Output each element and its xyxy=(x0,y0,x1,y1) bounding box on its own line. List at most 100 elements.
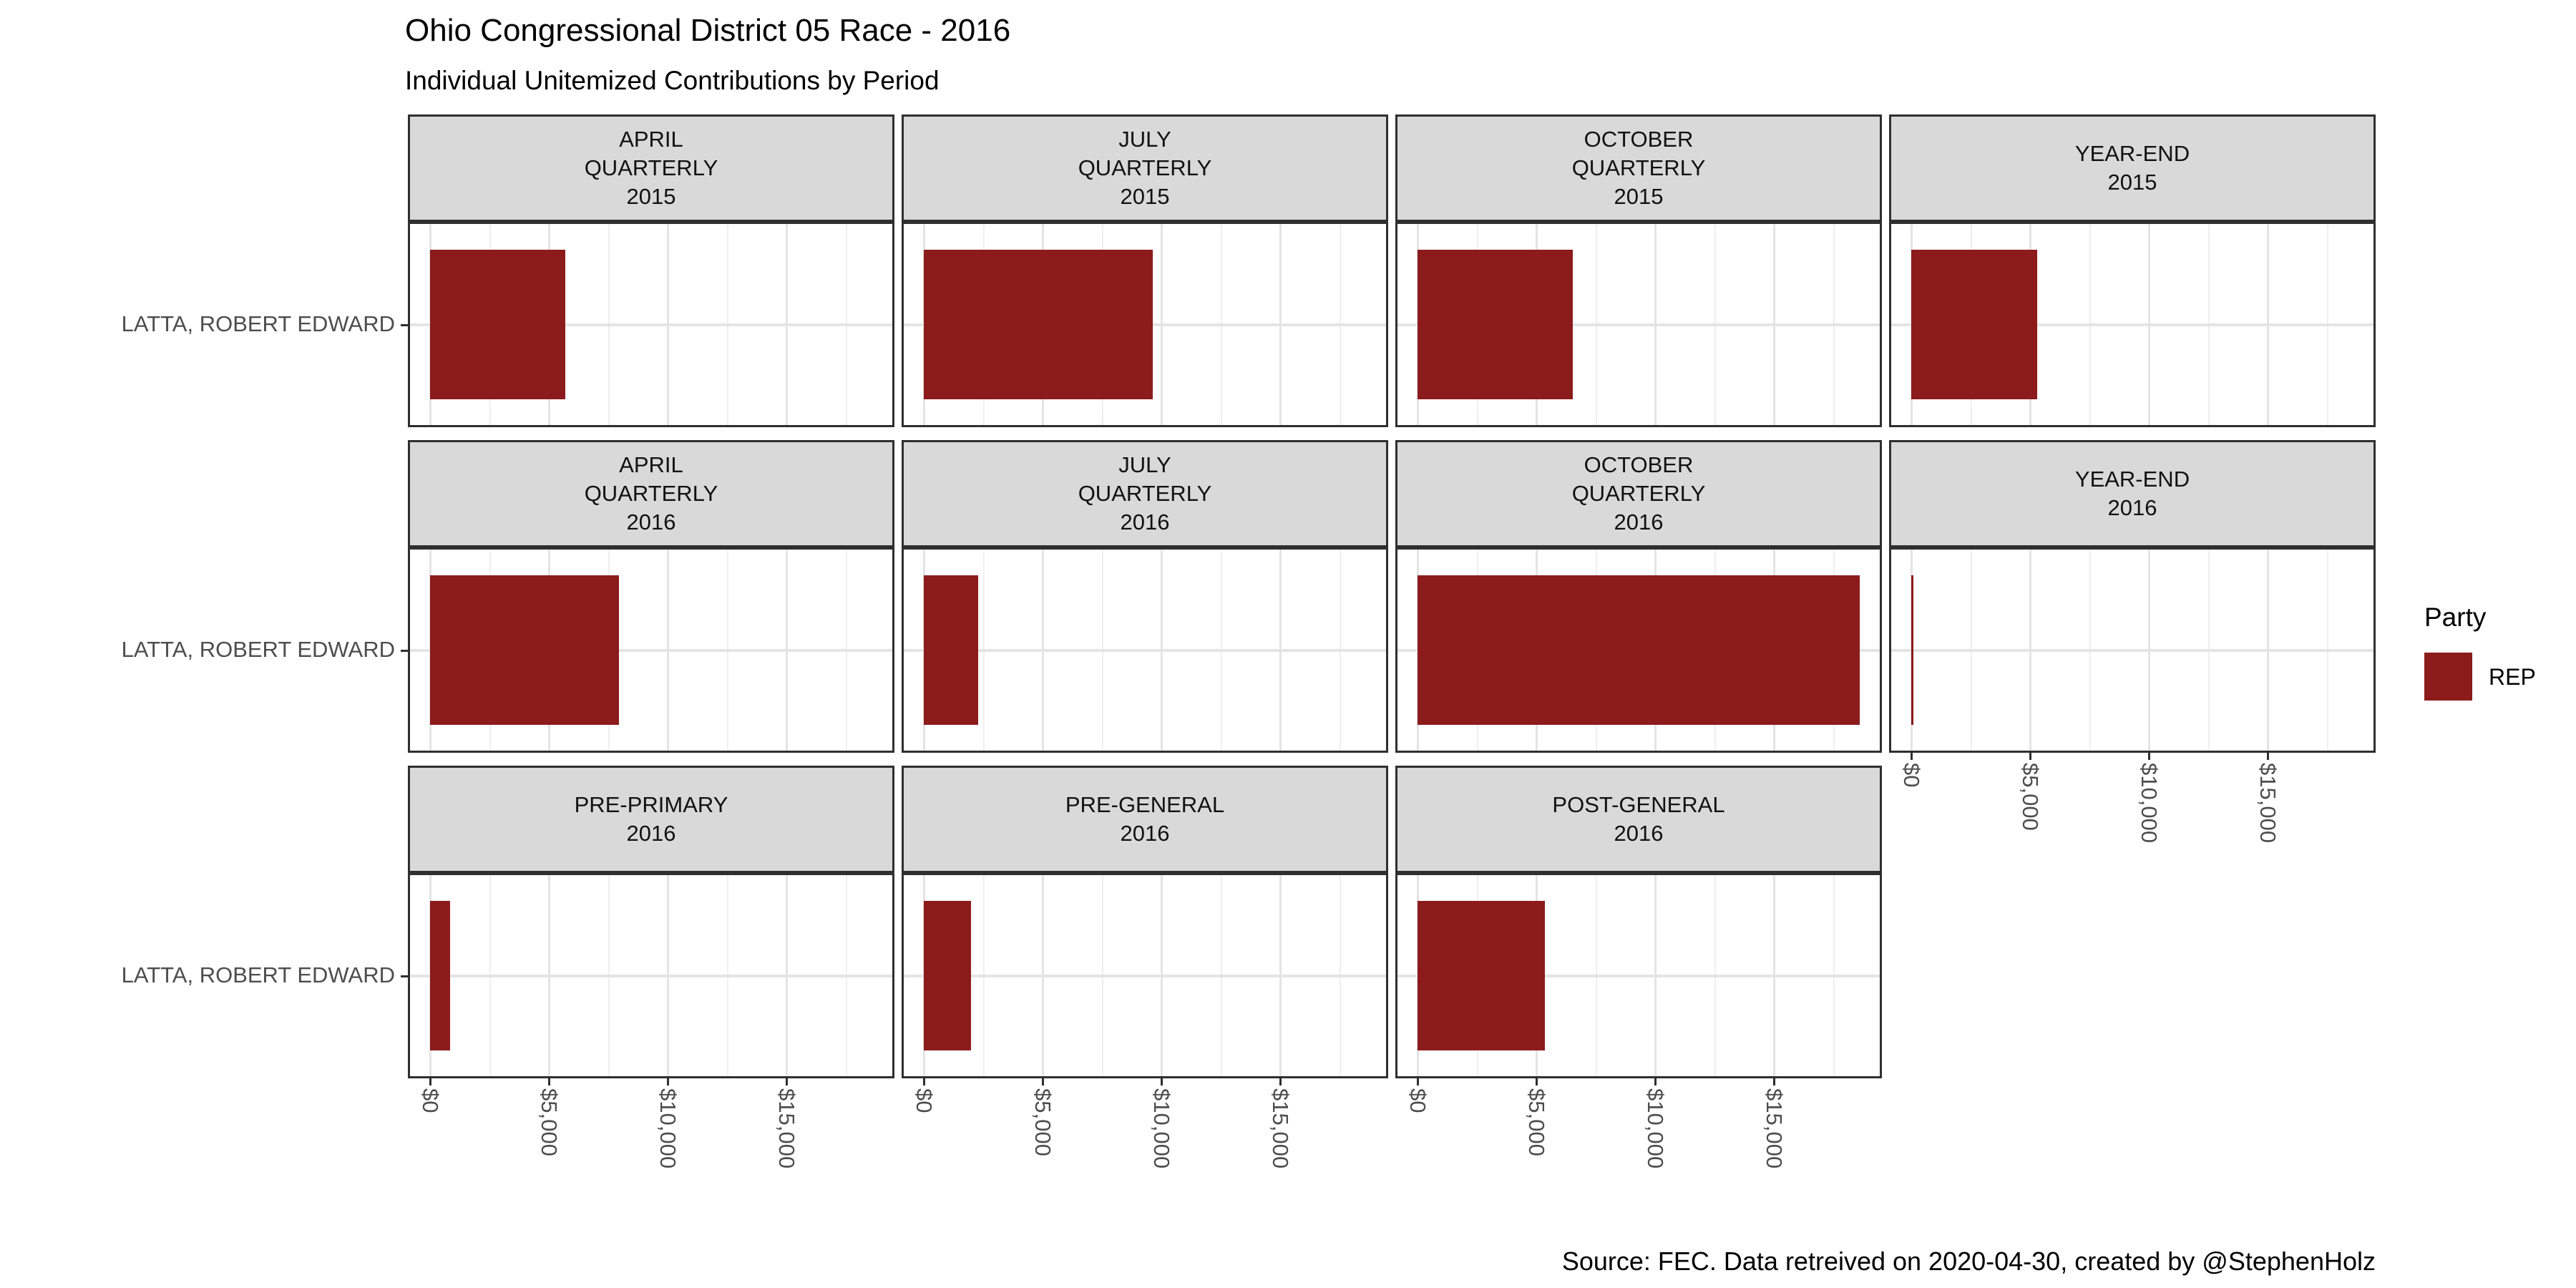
x-axis-tick-label: $5,000 xyxy=(1030,1088,1055,1156)
facet-strip: POST-GENERAL 2016 xyxy=(1395,766,1882,873)
facet-panel xyxy=(902,873,1388,1078)
facet-strip-label: QUARTERLY xyxy=(1078,155,1212,180)
facet-strip-label: 2016 xyxy=(626,509,676,535)
x-axis-tick xyxy=(548,1078,550,1085)
facet-strip: PRE-PRIMARY 2016 xyxy=(408,766,894,873)
facet-strip: JULY QUARTERLY 2015 xyxy=(902,114,1388,222)
facet-strip-label: YEAR-END xyxy=(2074,467,2190,492)
gridline-horizontal-major xyxy=(410,648,892,652)
x-axis-tick xyxy=(1773,1078,1775,1085)
facet-strip: OCTOBER QUARTERLY 2015 xyxy=(1395,114,1882,222)
contribution-bar xyxy=(1911,575,1914,725)
facet-strip-label: QUARTERLY xyxy=(1571,155,1706,180)
gridline-horizontal-major xyxy=(1891,323,2373,326)
facet-panel xyxy=(1395,222,1882,427)
x-axis-tick-label: $5,000 xyxy=(1524,1088,1549,1156)
facet-strip-label: PRE-GENERAL xyxy=(1065,792,1225,817)
x-axis-tick xyxy=(1279,1078,1282,1085)
contribution-bar xyxy=(430,575,619,725)
x-axis-tick-label: $10,000 xyxy=(2137,763,2162,844)
gridline-horizontal-major xyxy=(1397,323,1880,326)
x-axis-tick xyxy=(2267,753,2269,760)
facet-strip-label: PRE-PRIMARY xyxy=(574,792,728,817)
y-axis-tick xyxy=(401,323,408,326)
facet-strip-label: 2015 xyxy=(626,184,676,209)
facet-strip-label: APRIL xyxy=(619,127,683,152)
contribution-bar xyxy=(924,575,979,725)
legend-swatch-rep xyxy=(2424,653,2472,701)
chart-caption: Source: FEC. Data retreived on 2020-04-3… xyxy=(1561,1246,2376,1276)
facet-panel xyxy=(1889,547,2376,753)
x-axis-tick xyxy=(667,1078,669,1085)
facet-strip-label: OCTOBER xyxy=(1584,127,1694,152)
contribution-bar xyxy=(924,901,972,1050)
facet-strip-label: OCTOBER xyxy=(1584,452,1694,477)
x-axis-tick xyxy=(786,1078,788,1085)
facet-strip-label: 2015 xyxy=(1120,184,1170,209)
facet-strip-label: POST-GENERAL xyxy=(1552,792,1725,817)
chart-title: Ohio Congressional District 05 Race - 20… xyxy=(405,13,1011,48)
y-axis-tick xyxy=(401,649,408,652)
facet-panel xyxy=(1395,547,1882,753)
y-axis-candidate-label: LATTA, ROBERT EDWARD xyxy=(121,636,395,662)
contribution-bar xyxy=(1911,250,2037,399)
x-axis-tick-label: $10,000 xyxy=(655,1088,680,1169)
facet-strip-label: 2015 xyxy=(1614,184,1664,209)
facet-strip: PRE-GENERAL 2016 xyxy=(902,766,1388,873)
facet-strip-label: 2016 xyxy=(1614,509,1664,535)
x-axis-tick xyxy=(1161,1078,1163,1085)
contribution-bar xyxy=(1418,250,1574,399)
facet-strip-label: QUARTERLY xyxy=(1571,481,1706,506)
x-axis-tick-label: $10,000 xyxy=(1149,1088,1174,1169)
gridline-horizontal-major xyxy=(410,974,892,977)
facet-strip: OCTOBER QUARTERLY 2016 xyxy=(1395,440,1882,547)
contribution-bar xyxy=(924,250,1153,399)
contribution-bar xyxy=(1418,575,1860,725)
gridline-horizontal-major xyxy=(410,323,892,326)
y-axis-candidate-label: LATTA, ROBERT EDWARD xyxy=(121,962,395,987)
chart-subtitle: Individual Unitemized Contributions by P… xyxy=(405,66,940,95)
facet-strip-label: JULY xyxy=(1118,452,1171,477)
facet-panel xyxy=(408,547,894,753)
x-axis-tick xyxy=(2148,753,2150,760)
y-axis-tick xyxy=(401,975,408,977)
x-axis-tick-label: $5,000 xyxy=(2018,763,2043,831)
x-axis-tick-label: $0 xyxy=(1899,763,1924,788)
x-axis-tick xyxy=(429,1078,431,1085)
facet-strip-label: 2016 xyxy=(2107,495,2157,520)
facet-strip-label: 2016 xyxy=(1120,509,1170,535)
x-axis-tick-label: $0 xyxy=(1405,1088,1430,1113)
facet-strip: YEAR-END 2015 xyxy=(1889,114,2376,222)
gridline-horizontal-major xyxy=(1891,648,2373,652)
y-axis-candidate-label: LATTA, ROBERT EDWARD xyxy=(121,311,395,336)
x-axis-tick xyxy=(923,1078,925,1085)
facet-strip: JULY QUARTERLY 2016 xyxy=(902,440,1388,547)
legend-label-rep: REP xyxy=(2489,664,2536,690)
contribution-bar xyxy=(1418,901,1545,1050)
facet-panel xyxy=(902,222,1388,427)
facet-strip-label: QUARTERLY xyxy=(584,155,718,180)
facet-strip-label: YEAR-END xyxy=(2074,141,2190,166)
x-axis-tick-label: $15,000 xyxy=(2255,763,2280,844)
x-axis-tick-label: $0 xyxy=(418,1088,443,1113)
facet-strip-label: 2016 xyxy=(626,821,676,846)
x-axis-tick-label: $15,000 xyxy=(774,1088,799,1169)
facet-strip-label: JULY xyxy=(1118,127,1171,152)
facet-panel xyxy=(902,547,1388,753)
facet-panel xyxy=(1395,873,1882,1078)
facet-strip: APRIL QUARTERLY 2015 xyxy=(408,114,894,222)
x-axis-tick xyxy=(2029,753,2031,760)
facet-strip-label: 2016 xyxy=(1614,821,1664,846)
gridline-horizontal-major xyxy=(1397,974,1880,977)
x-axis-tick xyxy=(1042,1078,1044,1085)
contribution-bar xyxy=(430,250,566,399)
gridline-horizontal-major xyxy=(904,974,1386,977)
x-axis-tick-label: $0 xyxy=(912,1088,937,1113)
gridline-horizontal-major xyxy=(904,648,1386,652)
x-axis-tick xyxy=(1536,1078,1538,1085)
x-axis-tick xyxy=(1417,1078,1419,1085)
facet-strip-label: 2016 xyxy=(1120,821,1170,846)
x-axis-tick-label: $15,000 xyxy=(1268,1088,1293,1169)
x-axis-tick-label: $15,000 xyxy=(1762,1088,1787,1169)
contribution-bar xyxy=(430,901,451,1050)
